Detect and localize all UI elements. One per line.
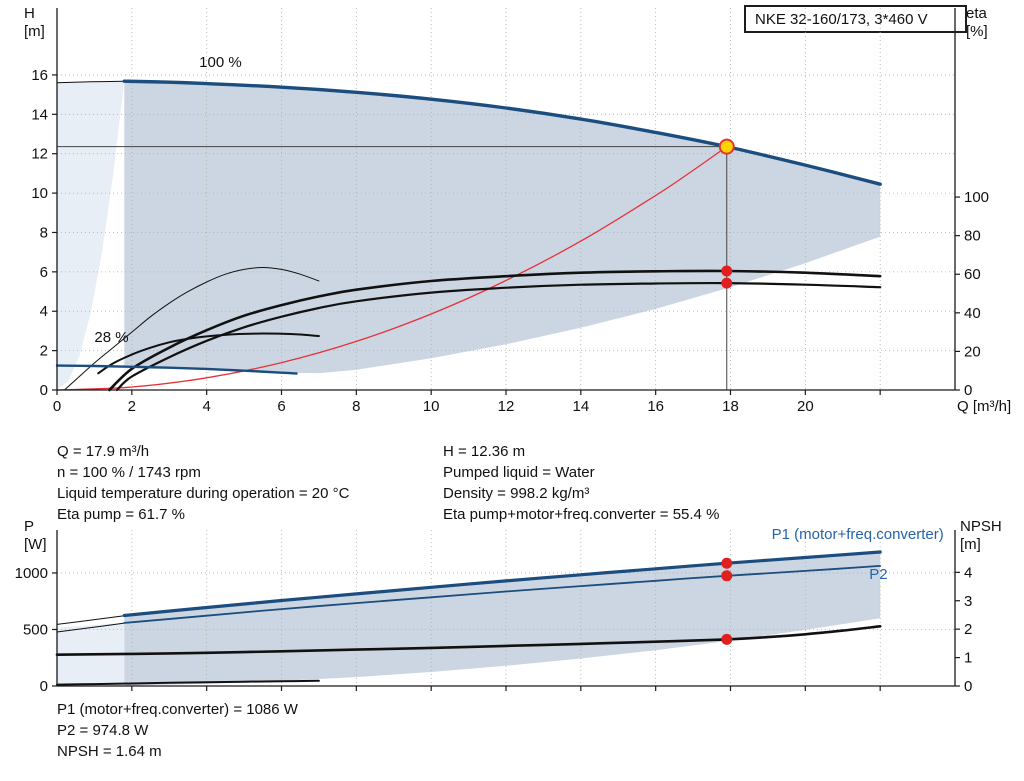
y-tick-label-left: 6 — [40, 264, 48, 281]
y-tick-label-right: 100 — [964, 189, 989, 206]
head-capacity-chart: 0 2 4 6 8 10 12 14 16 18 20 0 2 4 6 8 10 12 14 16 0 20 40 60 80 1… — [31, 8, 989, 415]
npsh-axis-title-line1: NPSH — [960, 518, 1002, 535]
y-tick-label-left: 0 — [40, 382, 48, 399]
y-tick-label-left: 16 — [31, 67, 48, 84]
operating-point-dot — [721, 265, 733, 277]
pale-top-edge — [56, 80, 125, 84]
x-tick-label: 0 — [53, 398, 61, 415]
power-axis-title-line2: [W] — [24, 536, 47, 553]
info-line-pumped-liquid: Pumped liquid = Water — [443, 464, 595, 481]
power-axis-title: P [W] — [24, 518, 47, 554]
x-tick-label: 4 — [202, 398, 210, 415]
envelope-pale — [57, 81, 125, 390]
x-tick-label: 2 — [128, 398, 136, 415]
p2-curve — [123, 565, 882, 624]
eta-axis-title-line2: [%] — [966, 23, 988, 40]
y-tick-label-right: 1 — [964, 650, 972, 667]
operating-point-dot — [721, 633, 733, 645]
power-npsh-chart: 0 500 1000 0 1 2 3 4 P1 (motor+freq.converter) P2 — [15, 526, 973, 695]
eta-axis-title: eta [%] — [966, 5, 988, 41]
duty-point-marker[interactable] — [718, 138, 735, 155]
p1-curve — [122, 550, 882, 618]
duty-info-left-column: Q = 17.9 m³/h n = 100 % / 1743 rpm Liqui… — [57, 441, 349, 525]
head-axis-title: H [m] — [24, 5, 45, 41]
y-tick-label-left: 8 — [40, 224, 48, 241]
y-tick-label-left: 500 — [23, 621, 48, 638]
pump-curve-28pct — [55, 364, 298, 375]
operating-point-dot — [721, 277, 733, 289]
y-tick-label-right: 2 — [964, 621, 972, 638]
y-tick-label-right: 0 — [964, 678, 972, 695]
head-axis-title-line2: [m] — [24, 23, 45, 40]
info-line-density: Density = 998.2 kg/m³ — [443, 485, 590, 502]
y-tick-label-left: 10 — [31, 185, 48, 202]
eta-reduced-mid — [97, 332, 320, 375]
y-tick-label-left: 12 — [31, 146, 48, 163]
eta-reduced-tall — [64, 266, 320, 391]
info-line-q: Q = 17.9 m³/h — [57, 443, 150, 460]
eta-axis-title-line1: eta — [966, 5, 987, 22]
pump-model-badge: NKE 32-160/173, 3*460 V — [744, 5, 967, 33]
npsh-axis-title-line2: [m] — [960, 536, 981, 553]
eta-pump-curve — [108, 269, 882, 392]
info-line-head: H = 12.36 m — [443, 443, 526, 460]
y-tick-label-right: 40 — [964, 305, 981, 322]
y-tick-label-right: 4 — [964, 564, 972, 581]
chart-annotation: P2 — [869, 566, 887, 583]
npsh-axis-title: NPSH [m] — [960, 518, 1002, 554]
chart-annotation: 100 % — [199, 54, 242, 71]
operating-point-dot — [721, 557, 733, 569]
eta-total-curve — [115, 281, 882, 392]
envelope-main — [124, 552, 881, 686]
x-tick-label: 14 — [572, 398, 589, 415]
x-tick-label: 16 — [647, 398, 664, 415]
x-tick-label: 10 — [423, 398, 440, 415]
p-reduced-speed — [56, 679, 320, 686]
duty-info-right-column: H = 12.36 m Pumped liquid = Water Densit… — [443, 441, 719, 525]
chart-annotation: 28 % — [94, 329, 128, 346]
flow-axis-title: Q [m³/h] — [957, 398, 1012, 415]
x-tick-label: 6 — [277, 398, 285, 415]
y-tick-label-left: 14 — [31, 106, 48, 123]
p2-thin-extension — [56, 622, 125, 633]
pump-curve-100pct — [122, 79, 882, 186]
npsh-curve — [55, 625, 882, 656]
info-line-p1: P1 (motor+freq.converter) = 1086 W — [57, 701, 298, 718]
info-line-eta-total: Eta pump+motor+freq.converter = 55.4 % — [443, 506, 720, 523]
y-tick-label-left: 1000 — [15, 565, 48, 582]
power-info-block: P1 (motor+freq.converter) = 1086 W P2 = … — [57, 699, 298, 762]
operating-point-dot — [721, 570, 733, 582]
x-tick-label: 8 — [352, 398, 360, 415]
y-tick-label-left: 0 — [40, 678, 48, 695]
y-tick-label-left: 4 — [40, 303, 48, 320]
x-tick-label: 20 — [797, 398, 814, 415]
chart-annotation: P1 (motor+freq.converter) — [772, 526, 944, 543]
info-line-eta-pump: Eta pump = 61.7 % — [57, 506, 185, 523]
pump-model-label: NKE 32-160/173, 3*460 V — [755, 10, 928, 28]
info-line-speed: n = 100 % / 1743 rpm — [57, 464, 201, 481]
y-tick-label-right: 60 — [964, 266, 981, 283]
info-line-liquid-temp: Liquid temperature during operation = 20… — [57, 485, 350, 502]
p1-thin-extension — [56, 615, 125, 625]
x-tick-label: 18 — [722, 398, 739, 415]
y-tick-label-right: 80 — [964, 228, 981, 245]
power-axis-title-line1: P — [24, 518, 35, 535]
y-tick-label-right: 0 — [964, 382, 972, 399]
system-curve — [56, 145, 728, 391]
head-axis-title-line1: H — [24, 5, 35, 22]
envelope-main — [124, 81, 881, 374]
y-tick-label-right: 20 — [964, 343, 981, 360]
y-tick-label-left: 2 — [40, 343, 48, 360]
info-line-npsh: NPSH = 1.64 m — [57, 743, 162, 760]
info-line-p2: P2 = 974.8 W — [57, 722, 149, 739]
x-tick-label: 12 — [498, 398, 515, 415]
y-tick-label-right: 3 — [964, 593, 972, 610]
